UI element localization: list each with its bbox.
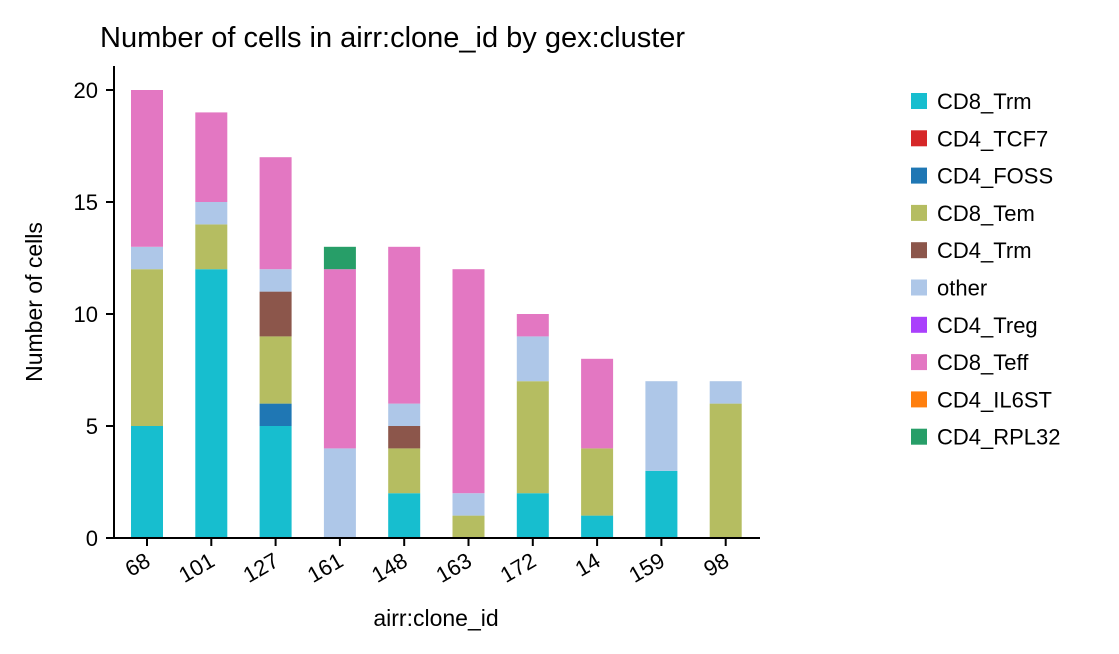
x-axis-label: airr:clone_id: [373, 605, 498, 631]
legend-label: CD4_Trm: [937, 238, 1032, 263]
y-axis-ticks: 0 5 10 15 20: [74, 78, 114, 551]
legend-swatch: [911, 279, 927, 296]
legend-swatch: [911, 130, 927, 147]
bar-segment: [323, 269, 356, 449]
bar-segment: [452, 269, 485, 494]
x-axis-ticks: 68 101 127 161 148 163 172 14 159 98: [121, 538, 733, 588]
legend-swatch: [911, 93, 927, 109]
legend-label: CD8_Tem: [937, 201, 1035, 226]
legend-label: CD4_Treg: [937, 313, 1038, 338]
x-tick-label: 14: [571, 548, 605, 582]
bar-segment: [388, 246, 421, 404]
legend-label: CD4_FOSS: [937, 164, 1053, 189]
legend-swatch: [911, 167, 927, 184]
bar-segment: [388, 493, 421, 538]
bar-segment: [516, 381, 549, 494]
bar-segment: [259, 403, 292, 426]
chart-title: Number of cells in airr:clone_id by gex:…: [100, 22, 685, 54]
legend-label: CD4_RPL32: [937, 425, 1061, 450]
legend-swatch: [911, 242, 927, 259]
x-tick-label: 148: [367, 548, 411, 588]
bar-segment: [131, 426, 163, 538]
bar-segment: [581, 515, 614, 538]
y-tick-label: 10: [74, 302, 98, 327]
bar-segment: [323, 448, 356, 538]
bar-segment: [645, 381, 678, 471]
bar-segment: [259, 336, 292, 404]
bar-segment: [323, 246, 356, 270]
bar-segment: [195, 112, 228, 202]
bar-segment: [581, 358, 614, 449]
x-tick-label: 172: [496, 548, 540, 588]
bar-segment: [709, 403, 742, 538]
bar-segment: [259, 291, 292, 337]
bar-segment: [516, 336, 549, 382]
bar-segment: [516, 314, 549, 337]
legend-label: CD4_TCF7: [937, 126, 1048, 151]
x-tick-label: 68: [121, 548, 155, 582]
y-axis-label: Number of cells: [21, 222, 47, 382]
legend-swatch: [911, 428, 927, 445]
y-tick-label: 15: [74, 190, 98, 215]
y-tick-label: 20: [74, 78, 98, 103]
y-tick-label: 5: [86, 414, 98, 439]
x-tick-label: 161: [303, 548, 347, 588]
legend: CD8_Trm CD4_TCF7 CD4_FOSS CD8_Tem CD4_Trmoth…: [911, 89, 1061, 450]
bar-segment: [259, 426, 292, 538]
bar-segment: [259, 269, 292, 292]
bar-segment: [259, 157, 292, 270]
legend-swatch: [911, 204, 927, 221]
x-tick-label: 127: [239, 548, 283, 588]
bar-segment: [195, 269, 228, 538]
bar-segment: [195, 202, 228, 225]
legend-swatch: [911, 316, 927, 333]
bar-segment: [388, 448, 421, 494]
bar-segment: [452, 493, 485, 516]
x-tick-label: 159: [625, 548, 669, 588]
bar-segment: [131, 90, 163, 247]
legend-swatch: [911, 391, 927, 408]
bar-segment: [195, 224, 228, 270]
legend-label: other: [937, 276, 987, 301]
x-tick-label: 98: [699, 548, 733, 582]
bar-segment: [388, 403, 421, 426]
bar-segment: [452, 515, 485, 538]
plot-area: [131, 90, 742, 538]
bar-segment: [131, 269, 163, 426]
bar-segment: [581, 448, 614, 516]
bar-segment: [131, 246, 163, 270]
legend-label: CD4_IL6ST: [937, 387, 1052, 412]
legend-swatch: [911, 354, 927, 371]
bar-segment: [645, 470, 678, 538]
y-tick-label: 0: [86, 526, 98, 551]
legend-label: CD8_Teff: [937, 350, 1029, 375]
x-tick-label: 163: [432, 548, 476, 588]
legend-label: CD8_Trm: [937, 89, 1032, 114]
bar-segment: [516, 493, 549, 538]
bar-segment: [388, 426, 421, 449]
x-tick-label: 101: [174, 548, 218, 588]
bar-segment: [709, 381, 742, 404]
